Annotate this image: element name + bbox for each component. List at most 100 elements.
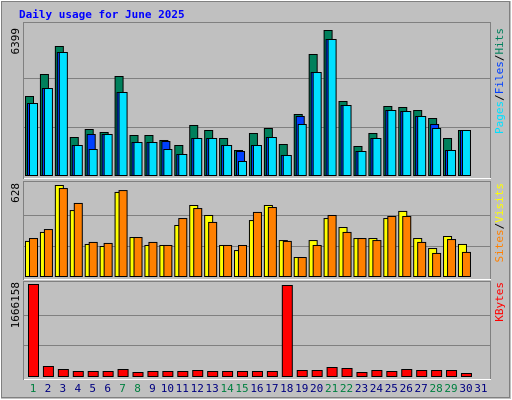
bar	[357, 238, 367, 278]
bar	[431, 370, 443, 377]
bar	[72, 371, 84, 378]
bar	[312, 244, 322, 278]
bar	[432, 128, 442, 177]
legend-separator: /	[493, 55, 506, 62]
bar	[461, 129, 471, 176]
bar	[312, 72, 322, 176]
bar	[267, 136, 277, 176]
x-tick-label: 29	[444, 382, 457, 395]
bar	[282, 240, 292, 277]
bar	[296, 370, 308, 377]
x-tick-label: 9	[149, 382, 156, 395]
x-tick-label: 20	[310, 382, 323, 395]
x-tick-label: 26	[400, 382, 413, 395]
bar	[147, 371, 159, 378]
bar	[402, 216, 412, 277]
bar	[162, 371, 174, 378]
legend-separator: /	[493, 223, 506, 230]
bar	[88, 241, 98, 277]
x-tick-label: 18	[280, 382, 293, 395]
bar	[252, 211, 262, 277]
bar	[416, 370, 428, 377]
bar	[402, 111, 412, 176]
x-tick-label: 5	[89, 382, 96, 395]
x-tick-label: 23	[355, 382, 368, 395]
bar	[341, 368, 353, 377]
bar	[43, 88, 53, 176]
bar	[177, 371, 189, 378]
x-tick-label: 12	[191, 382, 204, 395]
x-tick-label: 8	[134, 382, 141, 395]
x-tick-label: 21	[325, 382, 338, 395]
bar	[327, 214, 337, 277]
x-tick-label: 11	[176, 382, 189, 395]
bar	[132, 372, 144, 378]
bar	[223, 144, 233, 177]
bar	[327, 38, 337, 176]
bar	[342, 105, 352, 176]
x-tick-label: 7	[119, 382, 126, 395]
bar	[387, 216, 397, 277]
bar	[117, 369, 129, 377]
x-tick-label: 2	[45, 382, 52, 395]
legend-entry: KBytes	[493, 282, 506, 322]
bar	[446, 370, 458, 377]
x-tick-label: 31	[474, 382, 487, 395]
bar	[342, 231, 352, 278]
bar	[238, 160, 248, 176]
bar	[58, 188, 68, 278]
bar	[43, 229, 53, 277]
bar	[237, 371, 249, 378]
bar	[208, 221, 218, 277]
x-tick-label: 6	[104, 382, 111, 395]
bar	[267, 207, 277, 278]
bar	[282, 154, 292, 177]
bar	[281, 285, 293, 377]
x-tick-label: 27	[415, 382, 428, 395]
x-tick-label: 30	[459, 382, 472, 395]
bar	[223, 244, 233, 278]
bar	[88, 149, 98, 176]
legend: Sites/Visits	[493, 183, 506, 263]
bar	[461, 251, 471, 278]
bar	[401, 369, 413, 377]
x-tick-label: 10	[161, 382, 174, 395]
x-tick-label: 17	[265, 382, 278, 395]
bar	[356, 372, 368, 378]
bar	[29, 103, 38, 176]
bar	[222, 371, 234, 378]
bar	[102, 371, 114, 378]
bar	[297, 257, 307, 278]
bar	[178, 153, 188, 176]
bar	[73, 202, 83, 277]
bar	[251, 371, 263, 378]
bar	[460, 373, 472, 377]
bar	[42, 366, 54, 378]
bar	[207, 371, 219, 378]
bar	[297, 123, 307, 176]
legend-entry: Hits	[493, 28, 506, 55]
bar	[29, 238, 38, 278]
bar	[357, 151, 367, 176]
bar	[447, 150, 457, 177]
bar	[178, 218, 188, 278]
bar	[163, 149, 173, 176]
legend-entry: Files	[493, 61, 506, 94]
bar	[118, 91, 128, 176]
bar	[103, 134, 113, 176]
bar	[73, 144, 83, 177]
bar	[432, 252, 442, 277]
bar	[193, 137, 203, 177]
x-tick-label: 3	[60, 382, 67, 395]
bar	[386, 371, 398, 378]
bar	[87, 371, 99, 378]
x-tick-label: 22	[340, 382, 353, 395]
bar	[148, 241, 158, 277]
bar	[447, 239, 457, 277]
panel-frame	[23, 281, 491, 380]
bar	[58, 52, 68, 176]
bar	[238, 244, 248, 278]
x-tick-label: 16	[250, 382, 263, 395]
